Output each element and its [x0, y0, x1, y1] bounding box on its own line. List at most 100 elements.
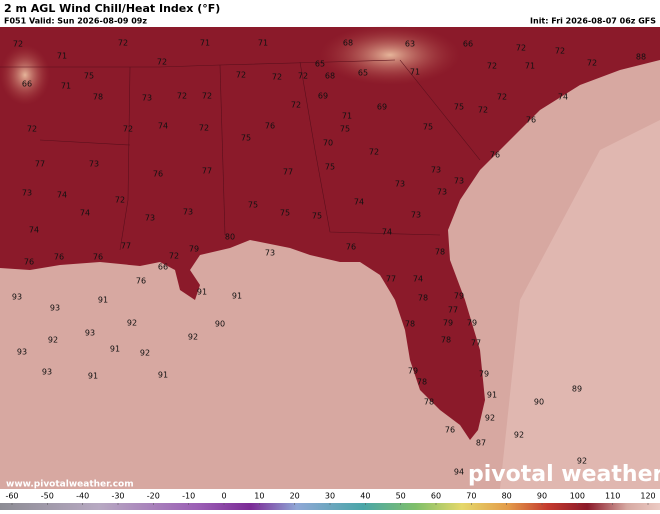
value-label: 76	[136, 277, 146, 286]
value-label: 75	[325, 163, 335, 172]
value-label: 92	[48, 336, 58, 345]
value-label: 63	[405, 40, 415, 49]
colorbar-ticks: -60 -50 -40 -30 -20 -10 0 10 20 30 40 50 60 70 80 90 100…	[5, 492, 656, 505]
value-label: 73	[431, 166, 441, 175]
value-label: 72	[13, 40, 23, 49]
value-label: 90	[534, 398, 544, 407]
value-label: 93	[17, 348, 27, 357]
valid-time: F051 Valid: Sun 2026-08-09 09z	[4, 17, 147, 26]
value-label: 72	[516, 44, 526, 53]
title: 2 m AGL Wind Chill/Heat Index (°F)	[4, 2, 220, 15]
value-label: 72	[236, 71, 246, 80]
value-label: 72	[369, 148, 379, 157]
value-label: 92	[140, 349, 150, 358]
value-label: 74	[413, 275, 423, 284]
value-label: 75	[454, 103, 464, 112]
value-label: 92	[127, 319, 137, 328]
value-label: 75	[312, 212, 322, 221]
value-label: 73	[145, 214, 155, 223]
value-label: 73	[437, 188, 447, 197]
atlantic	[500, 120, 660, 489]
value-label: 70	[323, 139, 333, 148]
value-label: 74	[382, 228, 392, 237]
value-label: 77	[121, 242, 131, 251]
value-label: 74	[80, 209, 90, 218]
colorbar-label: 30	[325, 492, 335, 501]
colorbar-label: 100	[570, 492, 585, 501]
value-label: 74	[29, 226, 39, 235]
value-label: 73	[411, 211, 421, 220]
value-label: 66	[158, 263, 168, 272]
value-label: 75	[241, 134, 251, 143]
value-label: 75	[340, 125, 350, 134]
colorbar	[0, 503, 660, 510]
value-label: 91	[197, 288, 207, 297]
value-label: 71	[525, 62, 535, 71]
value-label: 78	[405, 320, 415, 329]
value-label: 77	[283, 168, 293, 177]
value-label: 87	[476, 439, 486, 448]
value-label: 71	[61, 82, 71, 91]
value-label: 72	[587, 59, 597, 68]
value-label: 72	[115, 196, 125, 205]
value-label: 73	[89, 160, 99, 169]
value-label: 79	[189, 245, 199, 254]
value-label: 76	[445, 426, 455, 435]
value-label: 73	[22, 189, 32, 198]
value-label: 72	[157, 58, 167, 67]
value-label: 72	[291, 101, 301, 110]
colorbar-label: 40	[360, 492, 370, 501]
value-label: 91	[487, 391, 497, 400]
colorbar-label: 60	[431, 492, 441, 501]
value-label: 88	[636, 53, 646, 62]
value-label: 93	[85, 329, 95, 338]
value-label: 78	[417, 378, 427, 387]
value-label: 76	[265, 122, 275, 131]
value-label: 78	[418, 294, 428, 303]
value-label: 91	[110, 345, 120, 354]
value-label: 74	[158, 122, 168, 131]
colorbar-label: -30	[111, 492, 124, 501]
colorbar-label: 120	[640, 492, 655, 501]
value-label: 76	[54, 253, 64, 262]
value-label: 69	[318, 92, 328, 101]
value-label: 72	[497, 93, 507, 102]
value-label: 77	[448, 306, 458, 315]
value-label: 91	[232, 292, 242, 301]
init-time: Init: Fri 2026-08-07 06z GFS	[530, 17, 656, 26]
value-label: 72	[27, 125, 37, 134]
value-label: 78	[424, 398, 434, 407]
value-label: 75	[423, 123, 433, 132]
value-label: 91	[88, 372, 98, 381]
value-label: 89	[572, 385, 582, 394]
value-label: 65	[315, 60, 325, 69]
value-label: 72	[199, 124, 209, 133]
value-label: 68	[325, 72, 335, 81]
value-label: 78	[441, 336, 451, 345]
value-label: 71	[200, 39, 210, 48]
colorbar-label: -40	[76, 492, 89, 501]
colorbar-label: 110	[605, 492, 620, 501]
value-label: 73	[142, 94, 152, 103]
value-label: 74	[57, 191, 67, 200]
value-label: 72	[487, 62, 497, 71]
value-label: 94	[454, 468, 464, 477]
value-label: 76	[490, 151, 500, 160]
value-label: 73	[395, 180, 405, 189]
highland	[0, 45, 50, 105]
value-label: 73	[183, 208, 193, 217]
value-label: 76	[153, 170, 163, 179]
value-label: 78	[93, 93, 103, 102]
value-label: 66	[22, 80, 32, 89]
value-label: 72	[177, 92, 187, 101]
value-label: 91	[98, 296, 108, 305]
colorbar-label: 70	[466, 492, 476, 501]
value-label: 73	[454, 177, 464, 186]
value-label: 76	[93, 253, 103, 262]
colorbar-label: 50	[396, 492, 406, 501]
value-label: 77	[471, 339, 481, 348]
state-borders	[0, 59, 481, 251]
